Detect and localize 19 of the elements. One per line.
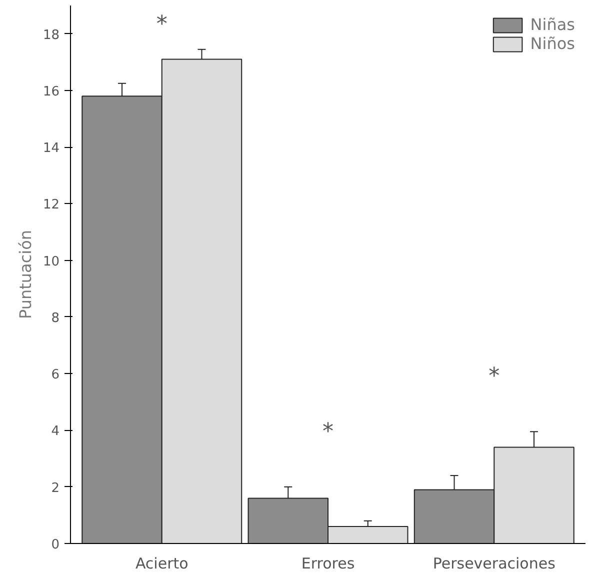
- y-tick-label: 4: [51, 424, 60, 440]
- y-tick-label: 6: [51, 368, 60, 383]
- y-tick-label: 18: [42, 28, 60, 43]
- y-tick-label: 12: [42, 198, 60, 213]
- legend-label: Niños: [530, 34, 575, 53]
- y-tick-label: 2: [51, 480, 60, 496]
- y-tick-label: 16: [42, 84, 60, 100]
- y-tick-label: 0: [51, 538, 60, 552]
- y-tick-label: 8: [51, 310, 60, 326]
- x-tick-label: Errores: [301, 554, 355, 572]
- annotation: *: [156, 12, 168, 37]
- annotation: *: [322, 419, 334, 444]
- y-tick-label: 10: [42, 254, 60, 270]
- y-axis-title: Puntuación: [16, 230, 35, 320]
- y-tick-label: 14: [42, 141, 60, 156]
- legend-label: Niñas: [530, 15, 575, 34]
- annotation: *: [488, 364, 500, 390]
- x-tick-label: Perseveraciones: [432, 554, 556, 572]
- x-tick-label: Acierto: [135, 554, 188, 572]
